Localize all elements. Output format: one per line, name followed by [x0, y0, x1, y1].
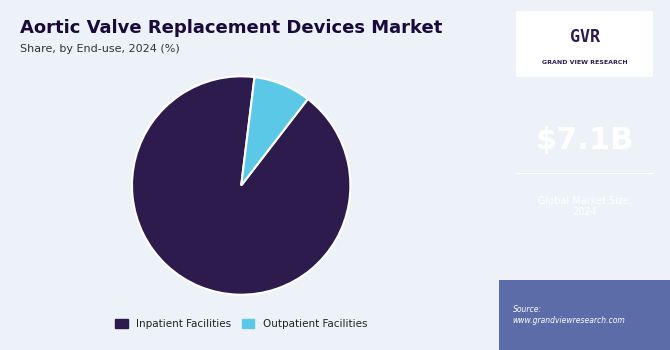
Bar — [499, 280, 670, 350]
Text: GVR: GVR — [570, 28, 600, 46]
Wedge shape — [132, 76, 350, 295]
Text: Source:
www.grandviewresearch.com: Source: www.grandviewresearch.com — [513, 305, 626, 325]
Legend: Inpatient Facilities, Outpatient Facilities: Inpatient Facilities, Outpatient Facilit… — [111, 315, 371, 333]
Text: Global Market Size,
2024: Global Market Size, 2024 — [537, 196, 632, 217]
Text: GRAND VIEW RESEARCH: GRAND VIEW RESEARCH — [542, 61, 627, 65]
Text: Share, by End-use, 2024 (%): Share, by End-use, 2024 (%) — [20, 44, 180, 54]
FancyBboxPatch shape — [517, 10, 653, 77]
Text: $7.1B: $7.1B — [535, 126, 634, 154]
Wedge shape — [241, 77, 308, 186]
Text: Aortic Valve Replacement Devices Market: Aortic Valve Replacement Devices Market — [20, 19, 442, 37]
